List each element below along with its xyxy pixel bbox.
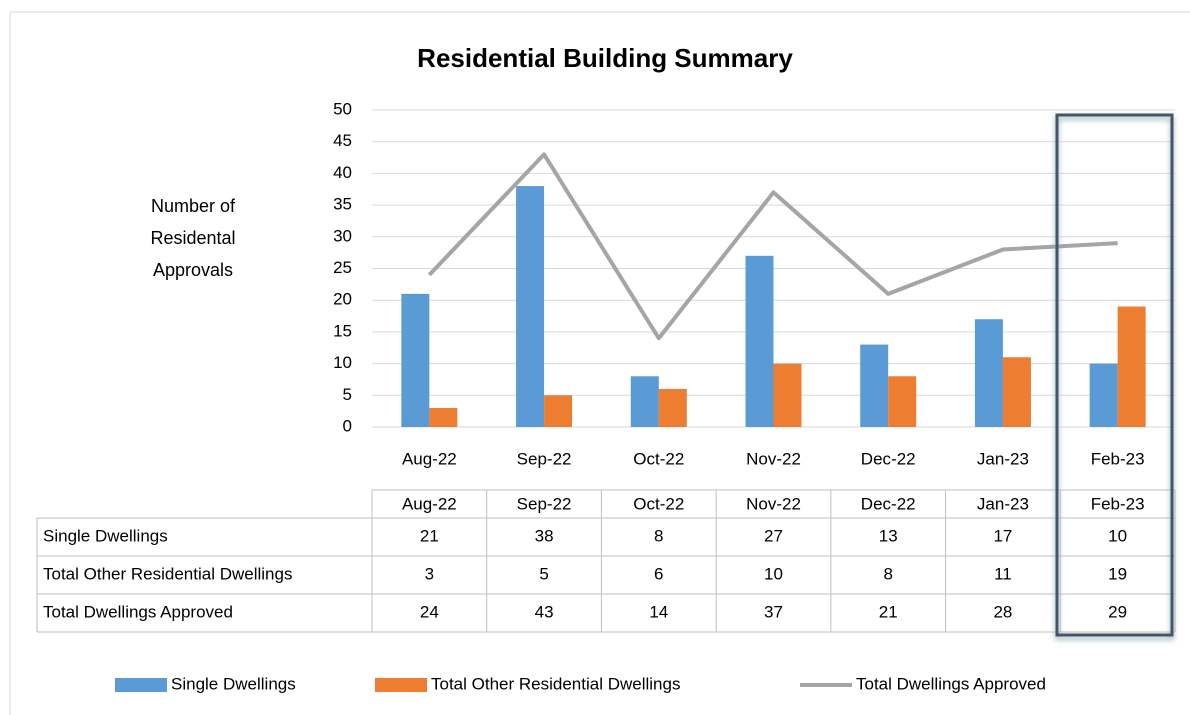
bar	[1002, 357, 1031, 427]
table-cell: 5	[539, 564, 548, 583]
bar	[860, 344, 889, 427]
bar	[974, 319, 1003, 427]
table-header: Jan-23	[977, 494, 1029, 513]
table-cell: 37	[764, 602, 783, 621]
table-row-label: Total Dwellings Approved	[43, 602, 233, 621]
table-header: Feb-23	[1091, 494, 1145, 513]
table-cell: 8	[654, 526, 663, 545]
table-row-label: Total Other Residential Dwellings	[43, 564, 292, 583]
y-tick-label: 25	[333, 258, 352, 277]
table-header: Sep-22	[517, 494, 572, 513]
y-tick-label: 20	[333, 290, 352, 309]
x-tick-label: Dec-22	[861, 449, 916, 468]
table-cell: 17	[993, 526, 1012, 545]
x-tick-label: Sep-22	[517, 449, 572, 468]
table-cell: 14	[649, 602, 668, 621]
table-cell: 38	[535, 526, 554, 545]
table-cell: 21	[879, 602, 898, 621]
table-cell: 6	[654, 564, 663, 583]
y-tick-label: 10	[333, 353, 352, 372]
table-cell: 8	[883, 564, 892, 583]
table-header: Dec-22	[861, 494, 916, 513]
table-cell: 24	[420, 602, 439, 621]
y-tick-label: 50	[333, 99, 352, 118]
bar	[773, 363, 802, 427]
table-cell: 27	[764, 526, 783, 545]
line	[427, 152, 1118, 341]
y-tick-label: 5	[343, 385, 352, 404]
y-tick-label: 40	[333, 163, 352, 182]
x-tick-label: Nov-22	[746, 449, 801, 468]
legend-label: Single Dwellings	[171, 674, 296, 693]
x-tick-label: Oct-22	[633, 449, 684, 468]
bar	[401, 293, 430, 427]
legend-swatch	[115, 678, 167, 692]
y-tick-label: 30	[333, 226, 352, 245]
highlight-box	[1055, 113, 1174, 637]
bar	[516, 186, 545, 427]
x-tick-label: Jan-23	[977, 449, 1029, 468]
table-cell: 21	[420, 526, 439, 545]
table-header: Aug-22	[402, 494, 457, 513]
table-header: Nov-22	[746, 494, 801, 513]
chart-title: Residential Building Summary	[417, 43, 793, 73]
table-cell: 29	[1108, 602, 1127, 621]
bar	[544, 395, 573, 427]
x-tick-label: Feb-23	[1091, 449, 1145, 468]
bar	[1089, 363, 1118, 427]
y-tick-label: 45	[333, 131, 352, 150]
legend-label: Total Dwellings Approved	[856, 674, 1046, 693]
legend-label: Total Other Residential Dwellings	[431, 674, 680, 693]
bar	[888, 376, 917, 427]
table-cell: 43	[535, 602, 554, 621]
y-tick-label: 35	[333, 195, 352, 214]
bar	[429, 407, 458, 427]
table-cell: 13	[879, 526, 898, 545]
bar	[630, 376, 659, 427]
x-tick-label: Aug-22	[402, 449, 457, 468]
y-tick-label: 15	[333, 321, 352, 340]
y-axis-label: Number of Residental Approvals	[150, 196, 236, 280]
table-header: Oct-22	[633, 494, 684, 513]
chart-frame	[9, 11, 1190, 715]
bar	[658, 388, 687, 427]
table-cell: 10	[1108, 526, 1127, 545]
table-cell: 19	[1108, 564, 1127, 583]
bar	[745, 255, 774, 427]
table-cell: 28	[993, 602, 1012, 621]
table-cell: 10	[764, 564, 783, 583]
table-cell: 11	[994, 564, 1012, 583]
y-tick-label: 0	[343, 416, 352, 435]
bar	[1117, 306, 1146, 427]
table-cell: 3	[425, 564, 434, 583]
table-row-label: Single Dwellings	[43, 526, 168, 545]
legend-swatch	[375, 678, 427, 692]
